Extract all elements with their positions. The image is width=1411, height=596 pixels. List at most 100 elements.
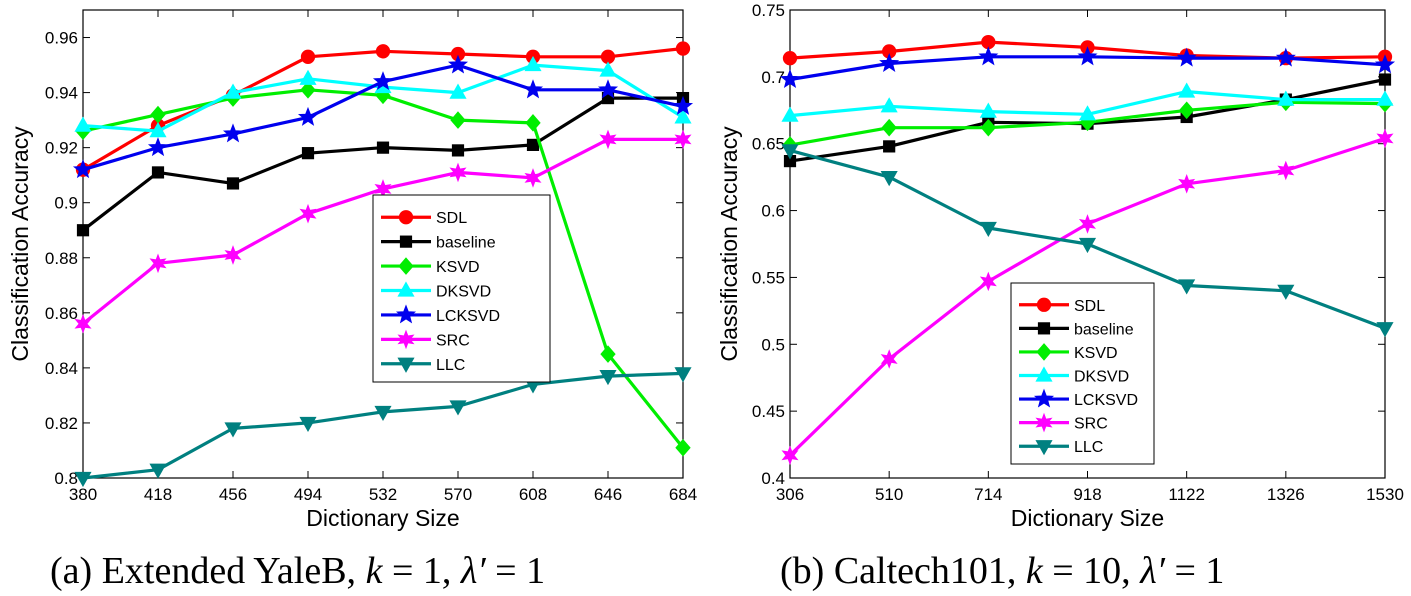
chart-panel-2: 0.4 0.45 0.5 0.55 0.6 0.65 0.7 0.75 306 510 714 918… <box>716 1 1404 592</box>
y-axis-label: Classification Accuracy <box>716 126 742 362</box>
data-point <box>372 71 394 91</box>
legend-label: LCKSVD <box>436 308 500 325</box>
legend-marker <box>399 235 413 248</box>
series-lcksvd <box>72 54 694 179</box>
legend: SDL baseline KSVD DKSVD LCKSVD SRC LLC <box>1010 282 1155 465</box>
y-tick-label: 0.7 <box>761 68 785 87</box>
chart-panel-1: 0.8 0.82 0.84 0.86 0.88 0.9 0.92 0.94 0.96 380 418… <box>7 9 697 592</box>
legend-entry: LLC <box>1019 439 1103 456</box>
data-point <box>449 400 467 416</box>
legend-label: DKSVD <box>1074 369 1129 386</box>
y-tick-label: 0.6 <box>761 202 785 221</box>
legend-entry: LLC <box>381 357 465 374</box>
legend-entry: KSVD <box>1019 343 1118 362</box>
series-src <box>781 128 1394 466</box>
data-point <box>1376 128 1394 149</box>
legend-marker <box>397 329 415 350</box>
legend-label: DKSVD <box>436 284 491 301</box>
legend-label: KSVD <box>436 259 480 276</box>
data-point <box>879 52 900 72</box>
panel-caption: (a) Extended YaleB, k = 1, λ′ = 1 <box>50 550 545 592</box>
x-tick-label: 684 <box>669 485 697 504</box>
data-point <box>297 106 319 126</box>
data-point <box>224 83 242 99</box>
data-point <box>781 445 799 466</box>
data-point <box>883 140 896 153</box>
data-point <box>449 83 467 99</box>
legend-marker <box>1037 322 1051 335</box>
data-point <box>675 438 691 457</box>
x-tick-label: 510 <box>875 485 903 504</box>
x-tick-label: 1530 <box>1366 485 1404 504</box>
data-point <box>779 69 801 89</box>
data-point <box>880 97 898 113</box>
series-dksvd <box>781 82 1394 122</box>
x-tick-label: 1122 <box>1168 485 1205 504</box>
y-axis-label: Classification Accuracy <box>7 126 33 362</box>
legend-marker <box>395 304 417 324</box>
y-tick-label: 0.88 <box>45 249 78 268</box>
legend-label: LLC <box>1074 439 1103 456</box>
data-point <box>978 46 999 66</box>
data-point <box>299 416 317 433</box>
series-baseline <box>76 91 690 237</box>
data-point <box>72 159 94 179</box>
x-tick-label: 418 <box>144 485 172 504</box>
legend-entry: baseline <box>381 235 496 252</box>
data-point <box>1176 47 1197 67</box>
data-point <box>674 367 692 383</box>
data-point <box>781 144 799 160</box>
data-point <box>1179 101 1195 120</box>
data-point <box>300 81 316 99</box>
legend-marker <box>1036 297 1052 312</box>
data-point <box>226 177 240 190</box>
legend-box <box>1010 282 1155 465</box>
data-point <box>74 471 92 488</box>
legend-entry: baseline <box>1019 321 1134 338</box>
y-tick-label: 0.96 <box>45 29 78 48</box>
x-tick-label: 380 <box>69 485 97 504</box>
x-tick-label: 570 <box>444 485 472 504</box>
data-point <box>1277 284 1295 300</box>
data-point <box>451 144 465 157</box>
data-point <box>1378 73 1392 86</box>
data-point <box>1376 90 1394 106</box>
legend-marker <box>1035 412 1053 433</box>
legend-entry: DKSVD <box>1019 366 1129 386</box>
data-point <box>74 313 92 334</box>
x-tick-label: 714 <box>974 485 1002 504</box>
data-point <box>781 106 799 122</box>
x-tick-label: 646 <box>594 485 622 504</box>
legend-marker <box>1036 343 1052 361</box>
legend-label: SRC <box>1074 416 1108 433</box>
data-point <box>224 422 242 438</box>
data-point <box>525 114 541 132</box>
data-point <box>881 118 897 137</box>
legend-label: SDL <box>1074 298 1105 315</box>
legend-entry: LCKSVD <box>1019 388 1138 409</box>
y-tick-label: 0.86 <box>45 304 78 323</box>
series-dksvd <box>74 55 692 138</box>
legend-entry: KSVD <box>381 257 480 276</box>
legend-entry: SRC <box>1019 412 1108 433</box>
x-tick-label: 456 <box>219 485 247 504</box>
data-point <box>1275 47 1296 67</box>
x-tick-label: 918 <box>1073 485 1101 504</box>
data-point <box>880 349 898 369</box>
y-tick-label: 0.55 <box>752 268 785 287</box>
series-lcksvd <box>779 46 1396 89</box>
data-point <box>599 61 617 77</box>
data-point <box>980 118 996 137</box>
data-point <box>979 102 997 118</box>
series-llc <box>781 144 1394 338</box>
data-point <box>1078 237 1097 254</box>
legend-label: KSVD <box>1074 345 1118 362</box>
y-tick-label: 0.84 <box>45 359 78 378</box>
legend-entry: SDL <box>381 210 467 227</box>
data-point <box>151 166 165 179</box>
legend-marker <box>397 357 415 373</box>
y-tick-label: 0.9 <box>54 194 78 213</box>
data-point <box>672 95 694 115</box>
data-point <box>782 50 798 66</box>
data-point <box>1077 46 1098 66</box>
